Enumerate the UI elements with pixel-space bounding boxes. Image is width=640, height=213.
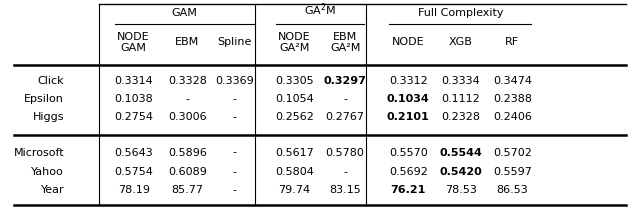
Text: GAM: GAM xyxy=(171,8,197,18)
Text: NODE
GA²M: NODE GA²M xyxy=(278,32,311,53)
Text: Higgs: Higgs xyxy=(33,112,64,122)
Text: 0.2562: 0.2562 xyxy=(275,112,314,122)
Text: EBM
GA²M: EBM GA²M xyxy=(330,32,360,53)
Text: 0.2767: 0.2767 xyxy=(326,112,365,122)
Text: Year: Year xyxy=(40,185,64,195)
Text: 0.5804: 0.5804 xyxy=(275,167,314,177)
Text: 83.15: 83.15 xyxy=(329,185,361,195)
Text: 0.5617: 0.5617 xyxy=(275,148,314,158)
Text: 79.74: 79.74 xyxy=(278,185,310,195)
Text: 0.1112: 0.1112 xyxy=(441,94,480,104)
Text: -: - xyxy=(343,167,347,177)
Text: 0.2328: 0.2328 xyxy=(441,112,480,122)
Text: NODE
GAM: NODE GAM xyxy=(117,32,150,53)
Text: -: - xyxy=(232,185,237,195)
Text: 0.3474: 0.3474 xyxy=(493,76,532,86)
Text: 0.5896: 0.5896 xyxy=(168,148,207,158)
Text: 85.77: 85.77 xyxy=(172,185,204,195)
Text: -: - xyxy=(232,94,237,104)
Text: 0.5597: 0.5597 xyxy=(493,167,532,177)
Text: 0.3369: 0.3369 xyxy=(215,76,254,86)
Text: 0.5643: 0.5643 xyxy=(115,148,153,158)
Text: Spline: Spline xyxy=(218,37,252,47)
Text: 0.5544: 0.5544 xyxy=(439,148,482,158)
Text: 0.3297: 0.3297 xyxy=(324,76,367,86)
Text: 0.5570: 0.5570 xyxy=(389,148,428,158)
Text: -: - xyxy=(232,167,237,177)
Text: 0.3328: 0.3328 xyxy=(168,76,207,86)
Text: -: - xyxy=(185,94,189,104)
Text: Epsilon: Epsilon xyxy=(24,94,64,104)
Text: 0.5692: 0.5692 xyxy=(388,167,428,177)
Text: 0.6089: 0.6089 xyxy=(168,167,207,177)
Text: XGB: XGB xyxy=(449,37,472,47)
Text: -: - xyxy=(343,94,347,104)
Text: NODE: NODE xyxy=(392,37,424,47)
Text: Full Complexity: Full Complexity xyxy=(417,8,503,18)
Text: 0.5420: 0.5420 xyxy=(439,167,482,177)
Text: Yahoo: Yahoo xyxy=(31,167,64,177)
Text: 0.5780: 0.5780 xyxy=(326,148,365,158)
Text: 0.3334: 0.3334 xyxy=(441,76,480,86)
Text: 0.1054: 0.1054 xyxy=(275,94,314,104)
Text: 0.2101: 0.2101 xyxy=(387,112,429,122)
Text: -: - xyxy=(232,112,237,122)
Text: 78.19: 78.19 xyxy=(118,185,150,195)
Text: 0.3305: 0.3305 xyxy=(275,76,314,86)
Text: 0.5702: 0.5702 xyxy=(493,148,532,158)
Text: 78.53: 78.53 xyxy=(445,185,477,195)
Text: RF: RF xyxy=(506,37,520,47)
Text: 86.53: 86.53 xyxy=(497,185,528,195)
Text: GA$^2$M: GA$^2$M xyxy=(304,1,336,18)
Text: 0.2388: 0.2388 xyxy=(493,94,532,104)
Text: 0.1034: 0.1034 xyxy=(387,94,429,104)
Text: 0.3314: 0.3314 xyxy=(115,76,153,86)
Text: Click: Click xyxy=(38,76,64,86)
Text: 76.21: 76.21 xyxy=(390,185,426,195)
Text: EBM: EBM xyxy=(175,37,200,47)
Text: -: - xyxy=(232,148,237,158)
Text: 0.5754: 0.5754 xyxy=(114,167,153,177)
Text: 0.2406: 0.2406 xyxy=(493,112,532,122)
Text: 0.2754: 0.2754 xyxy=(114,112,153,122)
Text: 0.3312: 0.3312 xyxy=(389,76,428,86)
Text: 0.1038: 0.1038 xyxy=(115,94,153,104)
Text: Microsoft: Microsoft xyxy=(13,148,64,158)
Text: 0.3006: 0.3006 xyxy=(168,112,207,122)
